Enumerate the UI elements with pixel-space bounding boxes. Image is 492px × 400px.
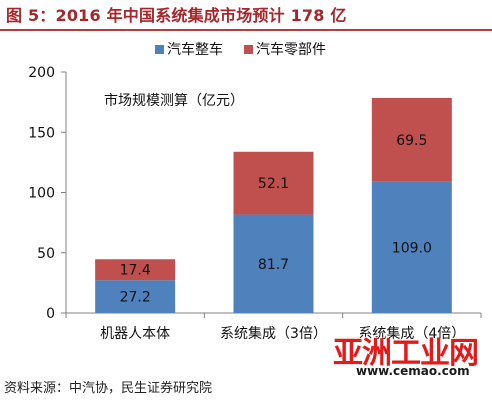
x-tick-label-0: 机器人本体 bbox=[100, 326, 170, 342]
legend-label-1: 汽车零部件 bbox=[256, 41, 326, 58]
x-tick-label-2: 系统集成（4倍） bbox=[358, 325, 465, 342]
bar-0-1 bbox=[95, 259, 176, 281]
bar-2-0 bbox=[371, 181, 452, 313]
chart-annotation: 市场规模测算（亿元） bbox=[104, 92, 244, 109]
data-label-2-0: 109.0 bbox=[392, 240, 432, 256]
figure-title: 图 5：2016 年中国系统集成市场预计 178 亿 bbox=[6, 6, 347, 25]
watermark-url: www.cemao.com bbox=[356, 364, 470, 378]
data-label-1-0: 81.7 bbox=[258, 257, 289, 273]
legend-swatch-1 bbox=[244, 45, 253, 54]
y-tick-label-4: 200 bbox=[28, 65, 55, 81]
bar-1-1 bbox=[233, 151, 314, 215]
x-tick-label-1: 系统集成（3倍） bbox=[220, 325, 327, 342]
data-label-0-0: 27.2 bbox=[120, 290, 151, 306]
data-label-0-1: 17.4 bbox=[120, 263, 151, 279]
bar-1-0 bbox=[233, 214, 314, 313]
bar-2-1 bbox=[371, 97, 452, 182]
title-divider bbox=[0, 29, 492, 31]
data-label-1-1: 52.1 bbox=[258, 176, 289, 192]
y-tick-label-2: 100 bbox=[28, 186, 55, 202]
data-label-2-1: 69.5 bbox=[396, 133, 427, 149]
watermark-logo: 亚洲工业网 bbox=[333, 336, 479, 371]
y-tick-label-1: 50 bbox=[37, 246, 55, 262]
source-note: 资料来源：中汽协，民生证券研究院 bbox=[4, 381, 213, 396]
chart-bars: 27.2 17.4 81.7 52.1 109.0 69.5 bbox=[95, 97, 452, 313]
y-tick-label-3: 150 bbox=[28, 125, 55, 141]
legend-label-0: 汽车整车 bbox=[167, 41, 223, 58]
y-tick-label-0: 0 bbox=[46, 306, 55, 322]
bar-0-0 bbox=[95, 280, 176, 313]
legend-swatch-0 bbox=[155, 45, 164, 54]
chart-legend: 汽车整车 汽车零部件 bbox=[155, 41, 326, 58]
x-axis-labels: 机器人本体 系统集成（3倍） 系统集成（4倍） bbox=[100, 325, 465, 342]
